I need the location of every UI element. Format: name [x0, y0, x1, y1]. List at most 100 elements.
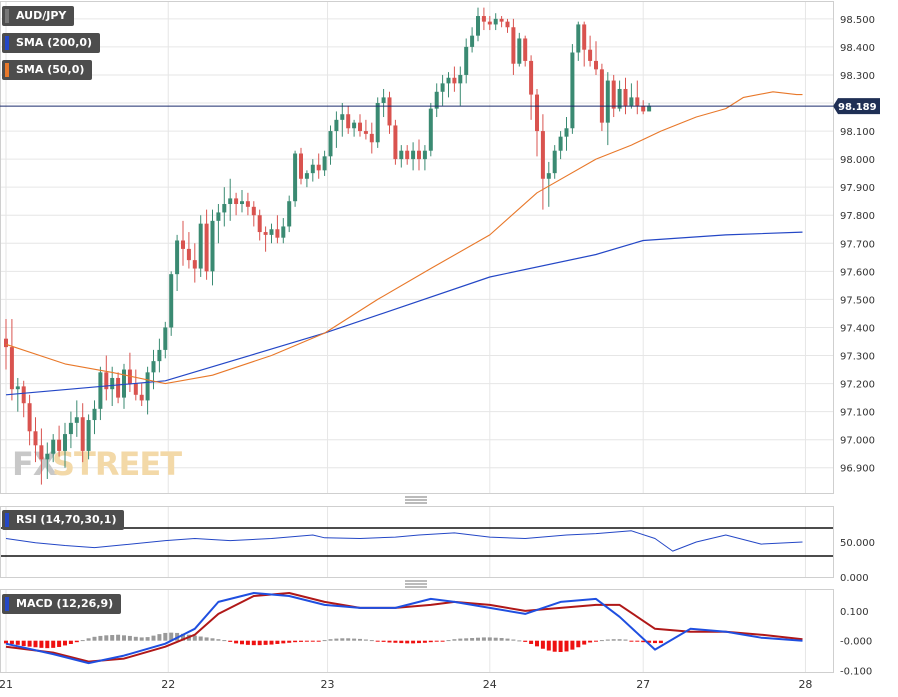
- macd-pane[interactable]: [4, 592, 803, 665]
- macd-histogram-bar: [381, 640, 386, 642]
- candle-body: [240, 201, 244, 205]
- macd-histogram-bar: [210, 638, 215, 641]
- macd-histogram-bar: [251, 640, 256, 646]
- x-tick-label: 28: [798, 678, 812, 691]
- candle-body: [310, 164, 315, 174]
- macd-histogram-bar: [641, 640, 646, 643]
- legend-macd[interactable]: MACD (12,26,9): [2, 594, 122, 614]
- candle-body: [192, 260, 197, 269]
- macd-histogram-bar: [481, 637, 486, 641]
- current-price-tag: 98.189: [833, 98, 880, 115]
- macd-histogram-bar: [222, 640, 227, 642]
- macd-histogram-bar: [299, 640, 303, 642]
- legend-sma50[interactable]: SMA (50,0): [2, 60, 93, 80]
- macd-histogram-bar: [80, 640, 85, 642]
- main-price-pane[interactable]: [4, 7, 803, 485]
- macd-histogram-bar: [411, 640, 416, 644]
- macd-histogram-bar: [216, 639, 221, 641]
- macd-histogram-bar: [428, 640, 433, 643]
- legend-sma200[interactable]: SMA (200,0): [2, 33, 101, 53]
- candle-body: [33, 431, 38, 446]
- symbol-swatch: [5, 9, 9, 23]
- macd-histogram-bar: [363, 639, 368, 641]
- candle-body: [552, 150, 557, 174]
- current-price-label: 98.189: [838, 102, 877, 113]
- macd-histogram-bar: [104, 635, 109, 641]
- macd-histogram-bar: [334, 638, 339, 641]
- x-tick-label: 23: [321, 678, 335, 691]
- macd-histogram-bar: [310, 640, 315, 642]
- macd-histogram-bar: [440, 640, 445, 642]
- candle-body: [369, 133, 374, 143]
- legend-macd-label: MACD (12,26,9): [16, 597, 114, 610]
- macd-tick-label: -0.100: [840, 667, 872, 678]
- candle-body: [257, 215, 262, 233]
- y-tick-label: 98.100: [840, 127, 875, 138]
- macd-histogram-bar: [369, 640, 374, 642]
- candle-body: [68, 422, 73, 435]
- macd-histogram-bar: [169, 632, 174, 641]
- macd-histogram-bar: [133, 636, 138, 641]
- candle-body: [629, 97, 634, 106]
- candle-body: [523, 38, 528, 61]
- macd-histogram-bar: [540, 640, 545, 649]
- macd-histogram-bar: [476, 637, 480, 641]
- candle-body: [86, 420, 91, 451]
- macd-histogram-bar: [163, 632, 168, 641]
- candle-body: [139, 394, 144, 401]
- resize-handle-rsi[interactable]: [405, 496, 427, 504]
- legend-rsi[interactable]: RSI (14,70,30,1): [2, 510, 125, 530]
- resize-handle-macd[interactable]: [405, 580, 427, 588]
- candle-body: [322, 156, 327, 171]
- macd-histogram-bar: [505, 638, 510, 641]
- macd-histogram-bar: [204, 637, 209, 641]
- macd-histogram-bar: [245, 640, 250, 645]
- y-tick-label: 97.500: [840, 295, 875, 306]
- candle-body: [122, 369, 126, 398]
- pane-frame: [0, 1, 834, 494]
- candle-body: [540, 131, 545, 179]
- candle-body: [446, 77, 451, 84]
- y-tick-label: 97.300: [840, 352, 875, 363]
- macd-histogram-bar: [328, 639, 333, 641]
- candle-body: [588, 49, 593, 61]
- macd-histogram-bar: [523, 640, 528, 642]
- candle-body: [505, 21, 510, 28]
- candle-body: [263, 232, 268, 235]
- candle-body: [458, 74, 463, 84]
- legend-symbol-label: AUD/JPY: [16, 9, 67, 22]
- macd-histogram-bar: [458, 638, 463, 641]
- macd-histogram-bar: [68, 640, 73, 644]
- candle-body: [133, 383, 138, 395]
- candle-body: [216, 212, 221, 221]
- candle-body: [74, 417, 79, 423]
- macd-histogram-bar: [4, 640, 8, 644]
- candle-body: [340, 114, 345, 120]
- candle-body: [228, 198, 233, 205]
- macd-histogram-bar: [417, 640, 421, 644]
- rsi-tick-label: 0.000: [840, 573, 869, 584]
- candle-body: [275, 229, 280, 238]
- macd-histogram-bar: [74, 640, 79, 643]
- rsi-pane[interactable]: [0, 527, 833, 557]
- candle-body: [204, 223, 209, 272]
- candle-body: [169, 274, 174, 328]
- macd-tick-label: -0.000: [840, 637, 872, 648]
- macd-histogram-bar: [263, 640, 268, 645]
- macd-histogram-bar: [422, 640, 427, 643]
- macd-histogram-bar: [487, 637, 492, 641]
- macd-histogram-bar: [399, 640, 404, 644]
- macd-histogram-bar: [257, 640, 262, 646]
- grid-lines: [0, 2, 833, 672]
- macd-histogram-bar: [452, 639, 457, 641]
- candle-body: [529, 60, 534, 95]
- legend-symbol[interactable]: AUD/JPY: [2, 6, 75, 26]
- candle-body: [481, 16, 486, 22]
- macd-histogram-bar: [181, 633, 185, 641]
- macd-histogram-bar: [139, 637, 144, 641]
- candle-body: [452, 77, 457, 84]
- macd-histogram-bar: [617, 639, 622, 641]
- macd-histogram-bar: [405, 640, 410, 644]
- candle-body: [635, 97, 640, 106]
